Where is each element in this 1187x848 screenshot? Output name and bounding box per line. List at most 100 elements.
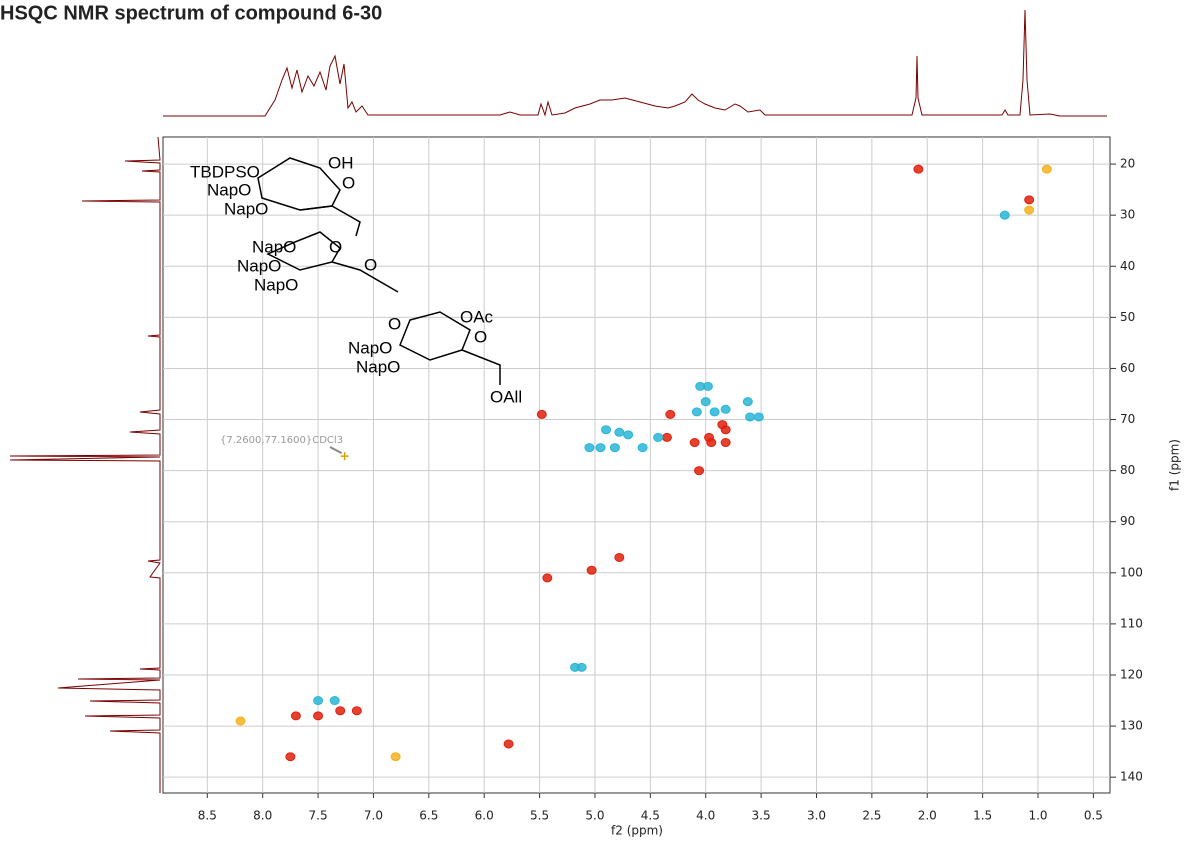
y-tick-label: 50 xyxy=(1120,310,1135,324)
y-tick-label: 60 xyxy=(1120,361,1135,375)
peak xyxy=(601,425,612,435)
top-projection xyxy=(163,9,1107,117)
peak xyxy=(665,409,676,419)
grid xyxy=(163,137,1110,793)
peak xyxy=(913,164,924,174)
peak xyxy=(614,427,625,437)
y-tick-label: 140 xyxy=(1120,770,1143,784)
structure-label: NapO xyxy=(224,199,268,218)
peak xyxy=(709,407,720,417)
x-axis-label: f2 (ppm) xyxy=(611,824,663,838)
structure-label: NapO xyxy=(348,338,392,357)
structure-label: NapO xyxy=(254,275,298,294)
peak xyxy=(661,432,672,442)
peaks xyxy=(235,164,1052,762)
annotation-marker xyxy=(340,452,349,461)
peak xyxy=(542,573,553,583)
y-tick-label: 90 xyxy=(1120,514,1135,528)
peak xyxy=(290,711,301,721)
peak xyxy=(753,412,764,422)
peak xyxy=(351,706,362,716)
chart-title: HSQC NMR spectrum of compound 6-30 xyxy=(0,2,382,24)
x-tick-label: 8.0 xyxy=(253,809,272,823)
peak xyxy=(700,397,711,407)
peak xyxy=(609,443,620,453)
peak xyxy=(706,438,717,448)
x-tick-label: 5.0 xyxy=(585,809,604,823)
y-tick-label: 100 xyxy=(1120,565,1143,579)
plot-frame xyxy=(162,136,1111,794)
structure-label: O xyxy=(342,173,355,192)
peak xyxy=(390,752,401,762)
structure-label: O xyxy=(388,314,401,333)
peak xyxy=(745,412,756,422)
x-tick-label: 7.0 xyxy=(364,809,383,823)
structure-label: O xyxy=(364,255,377,274)
x-tick-label: 4.0 xyxy=(696,809,715,823)
y-tick-label: 110 xyxy=(1120,616,1143,630)
structure-label: OH xyxy=(328,153,354,172)
y-tick-label: 130 xyxy=(1120,719,1143,733)
y-tick-label: 30 xyxy=(1120,208,1135,222)
peak xyxy=(623,430,634,440)
peak xyxy=(720,438,731,448)
y-tick-label: 80 xyxy=(1120,463,1135,477)
peak xyxy=(720,425,731,435)
x-tick-label: 2.5 xyxy=(862,809,881,823)
peak xyxy=(1024,205,1035,215)
x-tick-label: 3.5 xyxy=(752,809,771,823)
y-tick-label: 40 xyxy=(1120,259,1135,273)
x-tick-label: 8.5 xyxy=(198,809,217,823)
peak xyxy=(329,696,340,706)
structure-label: TBDPSO xyxy=(190,162,260,181)
peak xyxy=(1024,195,1035,205)
x-tick-label: 1.5 xyxy=(973,809,992,823)
peak xyxy=(595,443,606,453)
annotation: {7.2600,77.1600}CDCl3 xyxy=(220,435,343,446)
peak xyxy=(702,381,713,391)
y-axis-label: f1 (ppm) xyxy=(1168,439,1182,491)
structure xyxy=(257,157,501,385)
peak xyxy=(694,466,705,476)
y-tick-label: 70 xyxy=(1120,412,1135,426)
peak xyxy=(503,739,514,749)
x-tick-label: 4.5 xyxy=(641,809,660,823)
x-tick-label: 1.0 xyxy=(1028,809,1047,823)
peak xyxy=(614,552,625,562)
peak xyxy=(285,752,296,762)
x-tick-label: 5.5 xyxy=(530,809,549,823)
peak xyxy=(999,210,1010,220)
peak xyxy=(689,438,700,448)
peak xyxy=(1041,164,1052,174)
structure-label: NapO xyxy=(237,256,281,275)
annotation-arrow xyxy=(329,446,343,454)
x-tick-label: 3.0 xyxy=(807,809,826,823)
structure-label: NapO xyxy=(252,237,296,256)
peak xyxy=(586,565,597,575)
x-tick-label: 7.5 xyxy=(309,809,328,823)
peak xyxy=(335,706,346,716)
y-tick-label: 20 xyxy=(1120,157,1135,171)
structure-label: O xyxy=(329,237,342,256)
structure-label: O xyxy=(474,327,487,346)
peak xyxy=(576,662,587,672)
peak xyxy=(653,432,664,442)
peak xyxy=(235,716,246,726)
peak xyxy=(720,404,731,414)
left-projection xyxy=(9,136,161,793)
peak xyxy=(691,407,702,417)
x-tick-label: 6.0 xyxy=(475,809,494,823)
x-tick-label: 2.0 xyxy=(918,809,937,823)
structure-label: NapO xyxy=(207,180,251,199)
peak xyxy=(584,443,595,453)
structure-label: OAc xyxy=(460,307,494,326)
peak xyxy=(536,409,547,419)
x-tick-label: 0.5 xyxy=(1084,809,1103,823)
peak xyxy=(313,711,324,721)
structure-label: OAll xyxy=(490,387,522,406)
x-tick-label: 6.5 xyxy=(419,809,438,823)
y-tick-label: 120 xyxy=(1120,667,1143,681)
peak xyxy=(637,443,648,453)
peak xyxy=(313,696,324,706)
